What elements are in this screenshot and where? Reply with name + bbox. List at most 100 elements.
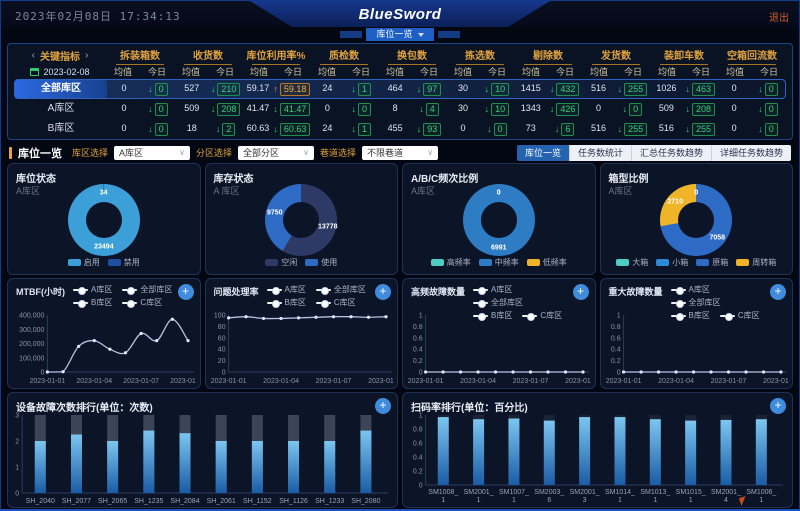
metric-cell: 0 ↓ 0 [717, 122, 785, 136]
area-row-label[interactable]: A库区 [47, 103, 75, 114]
panel-major-fault: 重大故障数量 A库区 全部库区 B库区 C库区 +0 0.2 0.4 0.6 0.8 1 2023-0… [599, 278, 793, 389]
legend-item-C库区[interactable]: C库区 [719, 310, 760, 321]
legend-item-B库区[interactable]: B库区 [473, 310, 512, 321]
tab-汇总任务数趋势[interactable]: 汇总任务数趋势 [630, 144, 711, 161]
donut-chart: 0 0 7058 2710 [660, 184, 733, 256]
today-boxed-value: 60.63 [279, 122, 311, 136]
svg-text:SM1007_: SM1007_ [499, 489, 529, 496]
chart-legend: 启用 禁用 [8, 257, 200, 268]
metric-cell: 73 ↓ 6 [514, 122, 582, 136]
svg-text:2023-01-07: 2023-01-07 [315, 378, 351, 385]
svg-text:0.6: 0.6 [413, 335, 423, 342]
legend-item-启用[interactable]: 启用 [67, 257, 100, 268]
legend-label: C库区 [140, 298, 163, 307]
legend-item-C库区[interactable]: C库区 [315, 297, 356, 308]
area-row-label[interactable]: B库区 [47, 123, 75, 134]
avg-value: 516 [591, 122, 607, 133]
legend-item-空闲[interactable]: 空闲 [265, 257, 297, 268]
tab-任务数统计[interactable]: 任务数统计 [568, 144, 631, 161]
chart-legend: 大箱 小箱 原箱 周转箱 [601, 257, 793, 268]
today-value: ↓ 41.47 [273, 102, 311, 116]
avg-value: 0 [460, 122, 466, 133]
legend-item-中频率[interactable]: 中频率 [478, 257, 519, 268]
area-row-label[interactable]: 全部库区 [15, 80, 107, 98]
filter-bar: 库位一览 库区选择 A库区 ∨ 分区选择 全部分区 ∨ 巷道选择 不限巷道 ∨ 库位一览 任务数统计… [1, 142, 799, 163]
legend-item-B库区[interactable]: B库区 [670, 310, 710, 321]
today-label: 今日 [351, 67, 370, 77]
logout-button[interactable]: 退出 [769, 13, 789, 24]
prev-arrow-icon[interactable]: ‹ [31, 50, 35, 61]
tab-详细任务数趋势[interactable]: 详细任务数趋势 [710, 144, 791, 161]
avg-value: 527 [184, 82, 200, 93]
legend-item-周转箱[interactable]: 周转箱 [736, 257, 776, 268]
date-display[interactable]: 2023-02-08 [14, 67, 106, 77]
legend-item-大箱[interactable]: 大箱 [616, 257, 648, 268]
legend-label: C库区 [737, 311, 760, 320]
svg-text:2023-01-07: 2023-01-07 [123, 378, 159, 385]
today-boxed-value: 463 [691, 82, 715, 96]
legend-item-全部库区[interactable]: 全部库区 [670, 297, 721, 308]
legend-item-B库区[interactable]: B库区 [73, 297, 112, 308]
expand-button[interactable]: + [177, 284, 194, 300]
svg-text:SM1006_: SM1006_ [746, 489, 776, 496]
expand-button[interactable]: + [770, 284, 786, 300]
legend-item-高频率[interactable]: 高频率 [430, 257, 471, 268]
svg-text:0: 0 [221, 370, 225, 377]
legend-item-低频率[interactable]: 低频率 [526, 257, 567, 268]
metric-cell: 30 ↓ 10 [446, 102, 514, 116]
legend-item-C库区[interactable]: C库区 [522, 310, 562, 321]
legend-item-小箱[interactable]: 小箱 [656, 257, 688, 268]
legend-item-使用[interactable]: 使用 [305, 257, 337, 268]
legend-item-全部库区[interactable]: 全部库区 [315, 284, 366, 295]
legend-item-A库区[interactable]: A库区 [73, 284, 112, 295]
line-marker-icon [670, 299, 686, 308]
svg-text:SH_2080: SH_2080 [351, 498, 380, 505]
arrow-down-icon: ↓ [351, 104, 356, 114]
legend-item-A库区[interactable]: A库区 [473, 284, 512, 295]
metric-header: 库位利用率% [242, 47, 310, 65]
filter-select-value: 全部分区 [243, 148, 280, 158]
today-boxed-value: 0 [154, 122, 168, 136]
legend-item-原箱[interactable]: 原箱 [696, 257, 728, 268]
legend-item-禁用[interactable]: 禁用 [107, 257, 140, 268]
filter-select-1[interactable]: 全部分区 ∨ [238, 145, 315, 160]
svg-text:SH_1233: SH_1233 [315, 498, 344, 505]
legend-label: 全部库区 [688, 298, 721, 307]
legend-item-全部库区[interactable]: 全部库区 [473, 297, 523, 308]
expand-button[interactable]: + [375, 284, 391, 300]
panel-title: 库存状态 [213, 174, 254, 185]
legend-item-全部库区[interactable]: 全部库区 [122, 284, 172, 295]
legend-swatch [526, 259, 540, 266]
next-arrow-icon[interactable]: › [85, 50, 89, 61]
panel-mtbf: MTBF(小时) A库区 全部库区 B库区 C库区 +0 100,000 200,000 300… [7, 278, 201, 389]
svg-text:2023-01-04: 2023-01-04 [76, 378, 112, 385]
kpi-subheader-row: 2023-02-08 均值 今日 均值 今日 均值 今日 均值 今日 均值 今日 均值 今日 均值 今日 均值… [14, 64, 786, 79]
panel-fault-rank: 设备故障次数排行(单位：次数) +0 1 2 3 SH_2040 SH_2077 SH_206… [7, 392, 398, 508]
arrow-down-icon: ↓ [273, 104, 278, 114]
svg-text:0: 0 [40, 370, 44, 377]
line-chart-header: MTBF(小时) A库区 全部库区 B库区 C库区 [16, 284, 174, 308]
expand-button[interactable]: + [572, 284, 589, 300]
svg-text:SH_2061: SH_2061 [207, 498, 236, 505]
view-selector-label: 库位一览 [376, 29, 413, 39]
svg-text:2023-01-07: 2023-01-07 [513, 378, 549, 385]
today-boxed-value: 1 [357, 82, 371, 96]
expand-button[interactable]: + [770, 398, 786, 414]
metric-cell: 0 ↓ 0 [717, 102, 785, 116]
legend-item-A库区[interactable]: A库区 [670, 284, 710, 295]
today-value: ↓ 0 [141, 82, 175, 96]
filter-select-0[interactable]: A库区 ∨ [114, 145, 191, 160]
legend-item-A库区[interactable]: A库区 [266, 284, 306, 295]
today-value: ↓ 0 [615, 102, 649, 116]
filter-select-2[interactable]: 不限巷道 ∨ [362, 145, 439, 160]
expand-button[interactable]: + [375, 398, 391, 414]
today-boxed-value: 0 [154, 82, 168, 96]
legend-item-C库区[interactable]: C库区 [122, 297, 162, 308]
view-selector-tab[interactable]: 库位一览 [366, 28, 434, 41]
metric-cell: 527 ↓ 210 [175, 82, 243, 96]
tab-库位一览[interactable]: 库位一览 [516, 144, 569, 161]
arrow-down-icon: ↓ [351, 124, 356, 134]
line-marker-icon [266, 299, 282, 308]
today-label: 今日 [147, 67, 166, 77]
legend-item-B库区[interactable]: B库区 [266, 297, 306, 308]
